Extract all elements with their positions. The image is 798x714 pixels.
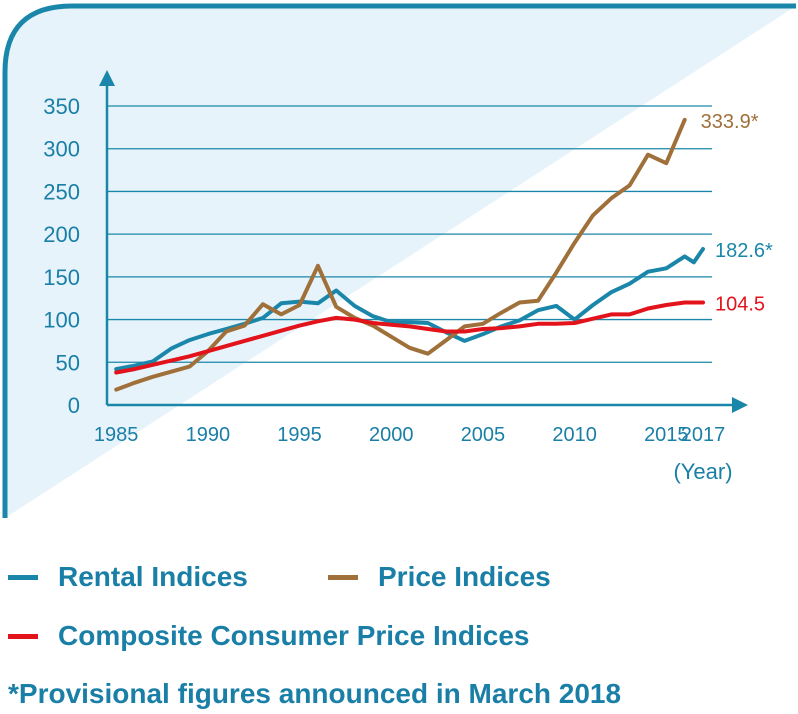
y-tick-label: 150: [43, 265, 80, 290]
x-tick-label: 2005: [461, 424, 506, 446]
y-tick-label: 300: [43, 137, 80, 162]
x-tick-label: 2015: [644, 424, 689, 446]
chart-panel: [2, 3, 796, 518]
x-tick-label: 2010: [552, 424, 597, 446]
x-tick-label: 1995: [277, 424, 322, 446]
legend-item-price: Price Indices: [328, 561, 551, 593]
x-tick-label: 2017: [681, 424, 726, 446]
legend-label-cpi: Composite Consumer Price Indices: [58, 620, 530, 651]
x-tick-label: 2000: [369, 424, 414, 446]
footnote: *Provisional figures announced in March …: [8, 678, 622, 709]
x-tick-label: 1985: [94, 424, 139, 446]
y-tick-label: 0: [68, 393, 80, 418]
y-tick-label: 350: [43, 94, 80, 119]
series-line-cpi: [114, 300, 705, 375]
legend-label-price: Price Indices: [378, 561, 551, 592]
y-tick-label: 50: [56, 350, 80, 375]
gridlines: [107, 105, 712, 363]
series-line-rental: [114, 247, 705, 372]
legend-swatch-rental: [8, 574, 38, 580]
end-label-cpi: 104.5: [715, 293, 765, 315]
y-tick-label: 250: [43, 179, 80, 204]
x-tick-label: 1990: [186, 424, 231, 446]
series-line-price: [114, 117, 687, 392]
end-label-price: 333.9*: [701, 111, 759, 133]
tick-labels: 0 50 100 150 200 250 300 350 1985 1990 1995 2000 200…: [43, 94, 773, 446]
end-label-rental: 182.6*: [715, 240, 773, 262]
x-axis-arrow: [732, 397, 748, 413]
axes: [99, 70, 748, 413]
legend-item-cpi: Composite Consumer Price Indices: [8, 620, 529, 652]
legend-swatch-cpi: [8, 633, 38, 639]
series-lines: [114, 117, 705, 392]
legend-swatch-price: [328, 574, 358, 580]
legend-item-rental: Rental Indices: [8, 561, 248, 593]
y-tick-label: 100: [43, 308, 80, 333]
x-axis-title: (Year): [673, 459, 732, 484]
y-tick-label: 200: [43, 222, 80, 247]
chart-area: 0 50 100 150 200 250 300 350 1985 1990 1995 2000 200…: [2, 3, 796, 518]
legend-label-rental: Rental Indices: [58, 561, 248, 592]
y-axis-arrow: [99, 70, 115, 86]
legend: Rental Indices Price Indices Composite C…: [0, 520, 798, 714]
